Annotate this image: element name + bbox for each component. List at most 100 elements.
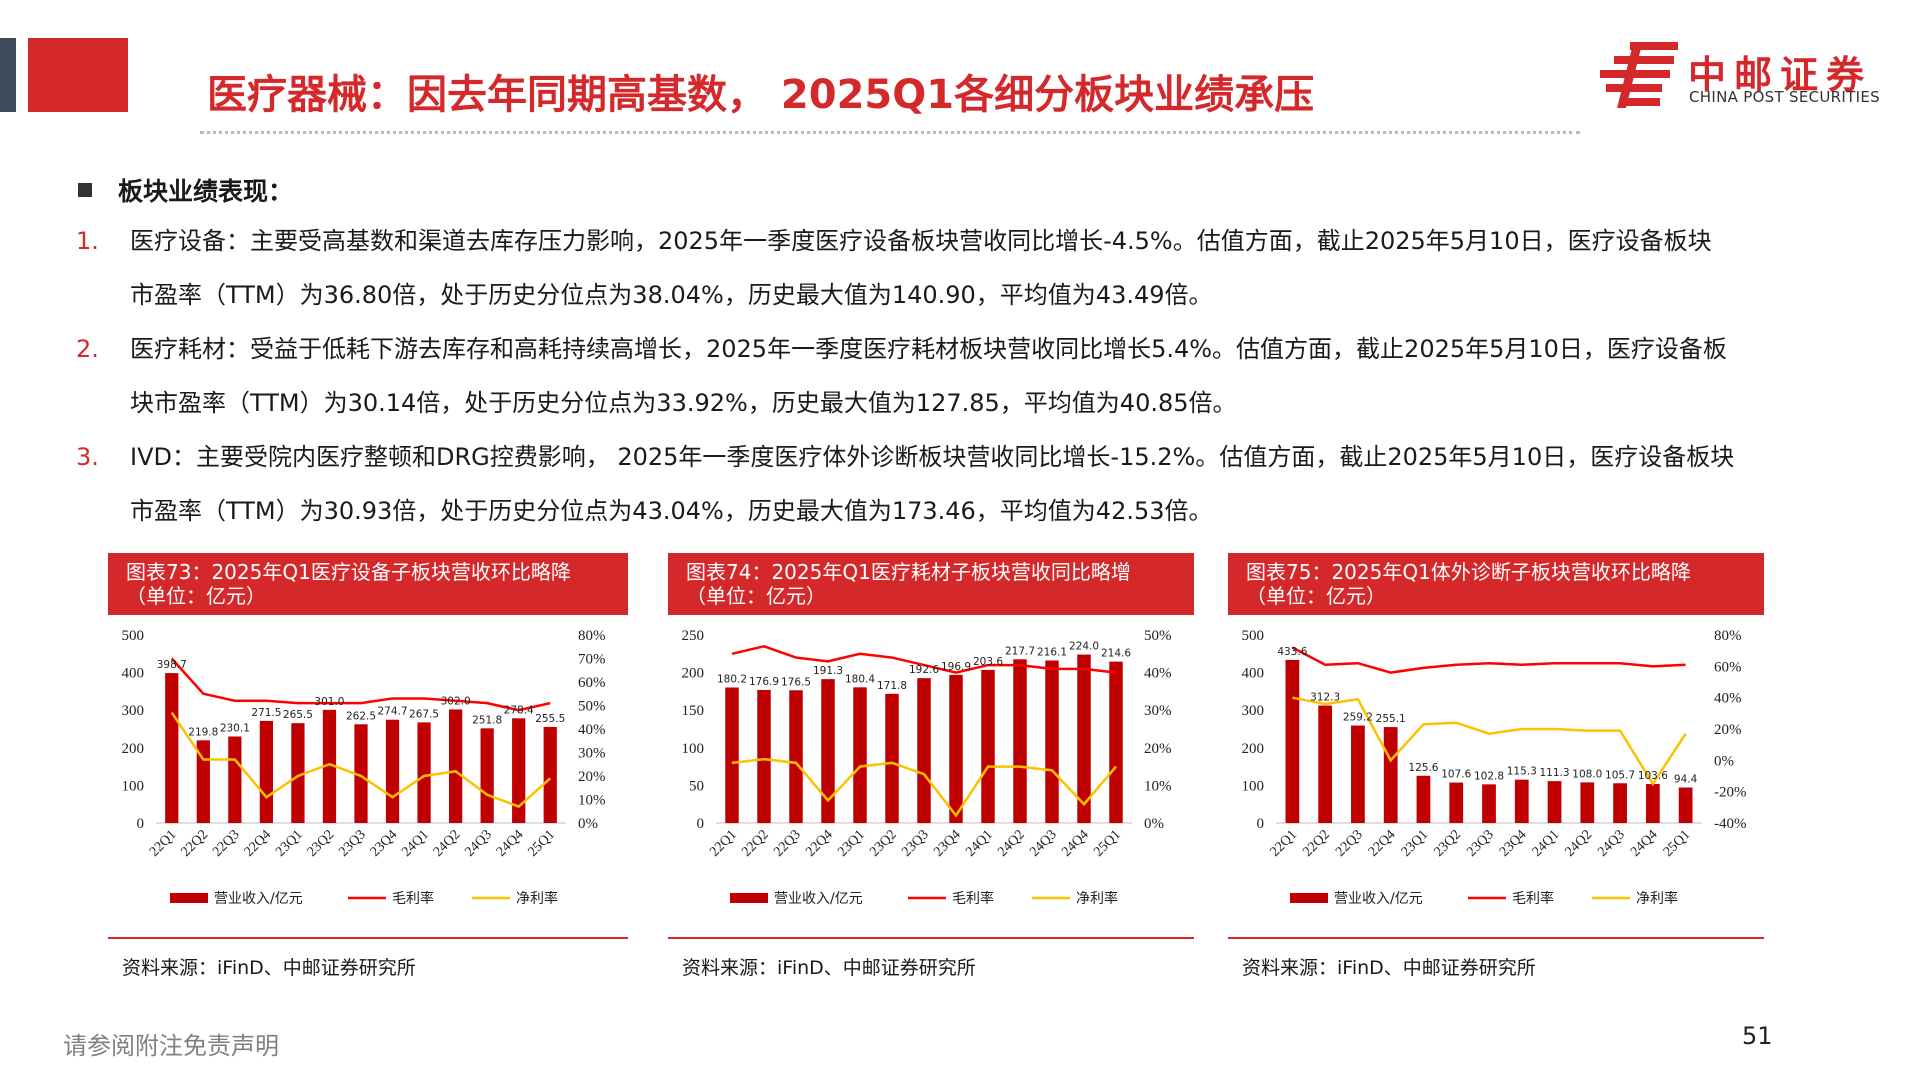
y-axis-left-tick: 50 — [689, 778, 704, 794]
chart-panel-73: 图表73：2025年Q1医疗设备子板块营收环比略降 （单位：亿元） 0 100 20… — [108, 553, 628, 983]
data-label: 108.0 — [1572, 768, 1602, 780]
accent-bar-red — [28, 38, 128, 112]
list-number: 1. — [76, 227, 99, 255]
data-label: 398.7 — [157, 659, 187, 671]
y-axis-left-tick: 100 — [122, 778, 145, 794]
data-label: 251.8 — [472, 714, 502, 726]
chart-title: 图表74：2025年Q1医疗耗材子板块营收同比略增 （单位：亿元） — [668, 553, 1194, 615]
x-axis-tick: 23Q3 — [899, 827, 932, 860]
bullet-square-icon — [78, 183, 92, 197]
x-axis-tick: 22Q1 — [1268, 827, 1301, 860]
data-label: 111.3 — [1540, 767, 1570, 779]
bar — [981, 669, 995, 823]
x-axis-tick: 24Q3 — [1027, 827, 1060, 860]
bar — [789, 690, 803, 823]
x-axis-tick: 24Q2 — [995, 827, 1028, 860]
bar — [1045, 660, 1059, 823]
y-axis-right-tick: 10% — [578, 793, 606, 809]
x-axis-tick: 22Q4 — [803, 827, 836, 860]
data-label: 302.0 — [441, 695, 471, 707]
x-axis-tick: 24Q4 — [1059, 827, 1092, 860]
data-label: 103.6 — [1638, 770, 1668, 782]
chart-title: 图表73：2025年Q1医疗设备子板块营收环比略降 （单位：亿元） — [108, 553, 628, 615]
x-axis-tick: 22Q1 — [147, 827, 180, 860]
data-label: 262.5 — [346, 710, 376, 722]
y-axis-left-tick: 100 — [682, 741, 705, 757]
data-label: 176.9 — [749, 676, 779, 688]
y-axis-left-tick: 250 — [682, 628, 705, 644]
bar — [1416, 775, 1431, 823]
legend-label: 毛利率 — [392, 890, 434, 907]
x-axis-tick: 24Q2 — [1563, 827, 1596, 860]
x-axis-tick: 22Q4 — [1366, 827, 1399, 860]
x-axis-tick: 22Q4 — [242, 827, 275, 860]
x-axis-tick: 23Q1 — [273, 827, 306, 860]
data-label: 191.3 — [813, 665, 843, 677]
y-axis-right-tick: 60% — [1714, 659, 1742, 675]
y-axis-left-tick: 500 — [122, 628, 145, 644]
series-line — [1292, 696, 1687, 787]
y-axis-right-tick: 30% — [1144, 703, 1172, 719]
bar — [417, 722, 431, 823]
y-axis-left-tick: 100 — [1242, 778, 1265, 794]
y-axis-right-tick: 70% — [578, 652, 606, 668]
data-label: 274.7 — [378, 706, 408, 718]
chart-panel-74: 图表74：2025年Q1医疗耗材子板块营收同比略增 （单位：亿元） 0 50 100… — [668, 553, 1194, 983]
page-title: 医疗器械：因去年同期高基数， 2025Q1各细分板块业绩承压 — [207, 72, 1315, 118]
data-label: 94.4 — [1674, 774, 1698, 786]
x-axis-tick: 24Q1 — [1530, 827, 1563, 860]
legend-label: 营业收入/亿元 — [1334, 891, 1423, 907]
series-line — [731, 757, 1117, 818]
bar — [1285, 659, 1300, 823]
list-text-line: 市盈率（TTM）为36.80倍，处于历史分位点为38.04%，历史最大值为140… — [130, 281, 1213, 309]
chart-panel-75: 图表75：2025年Q1体外诊断子板块营收环比略降 （单位：亿元） 0 100 20… — [1228, 553, 1764, 983]
x-axis-tick: 23Q1 — [835, 827, 868, 860]
logo-chinese-text: 中邮证券 — [1688, 53, 1873, 97]
data-label: 125.6 — [1408, 762, 1438, 774]
bar — [165, 673, 179, 823]
bar — [757, 689, 771, 823]
x-axis-tick: 22Q2 — [1300, 827, 1333, 860]
data-label: 180.4 — [845, 673, 875, 685]
data-label: 230.1 — [220, 722, 250, 734]
x-axis-tick: 24Q4 — [494, 827, 527, 860]
company-logo: 中邮证券 CHINA POST SECURITIES — [1600, 40, 1900, 110]
series-line — [170, 657, 551, 712]
legend-label: 净利率 — [1076, 890, 1118, 907]
data-label: 102.8 — [1474, 770, 1504, 782]
bar — [1077, 654, 1091, 823]
list-number: 3. — [76, 443, 99, 471]
chart-divider — [668, 937, 1194, 939]
y-axis-right-tick: -40% — [1714, 816, 1747, 832]
bar — [512, 718, 526, 823]
x-axis-tick: 23Q2 — [867, 827, 900, 860]
data-label: 203.6 — [973, 656, 1003, 668]
data-label: 180.2 — [717, 673, 747, 685]
x-axis-tick: 23Q3 — [1464, 827, 1497, 860]
data-label: 107.6 — [1441, 769, 1471, 781]
x-axis-tick: 23Q1 — [1399, 827, 1432, 860]
data-label: 105.7 — [1605, 769, 1635, 781]
y-axis-right-tick: 40% — [1144, 666, 1172, 682]
bar — [949, 674, 963, 823]
y-axis-right-tick: 40% — [578, 722, 606, 738]
list-text-line: 医疗耗材：受益于低耗下游去库存和高耗持续高增长，2025年一季度医疗耗材板块营收… — [130, 335, 1727, 363]
x-axis-tick: 23Q2 — [305, 827, 338, 860]
china-post-logo-icon — [1600, 42, 1678, 108]
x-axis-tick: 24Q1 — [399, 827, 432, 860]
y-axis-right-tick: 50% — [1144, 628, 1172, 644]
list-number: 2. — [76, 335, 99, 363]
x-axis-tick: 22Q3 — [210, 827, 243, 860]
data-label: 301.0 — [314, 696, 344, 708]
logo-english-text: CHINA POST SECURITIES — [1689, 88, 1880, 106]
y-axis-right-tick: 0% — [1714, 753, 1734, 769]
series-line — [170, 711, 552, 808]
legend-label: 毛利率 — [952, 890, 994, 907]
footer-disclaimer: 请参阅附注免责声明 — [63, 1032, 279, 1060]
y-axis-right-tick: -20% — [1714, 785, 1747, 801]
x-axis-tick: 25Q1 — [1091, 827, 1124, 860]
data-label: 176.5 — [781, 676, 811, 688]
list-text-line: 块市盈率（TTM）为30.14倍，处于历史分位点为33.92%，历史最大值为12… — [130, 389, 1237, 417]
y-axis-right-tick: 80% — [578, 628, 606, 644]
bar — [1613, 783, 1627, 823]
